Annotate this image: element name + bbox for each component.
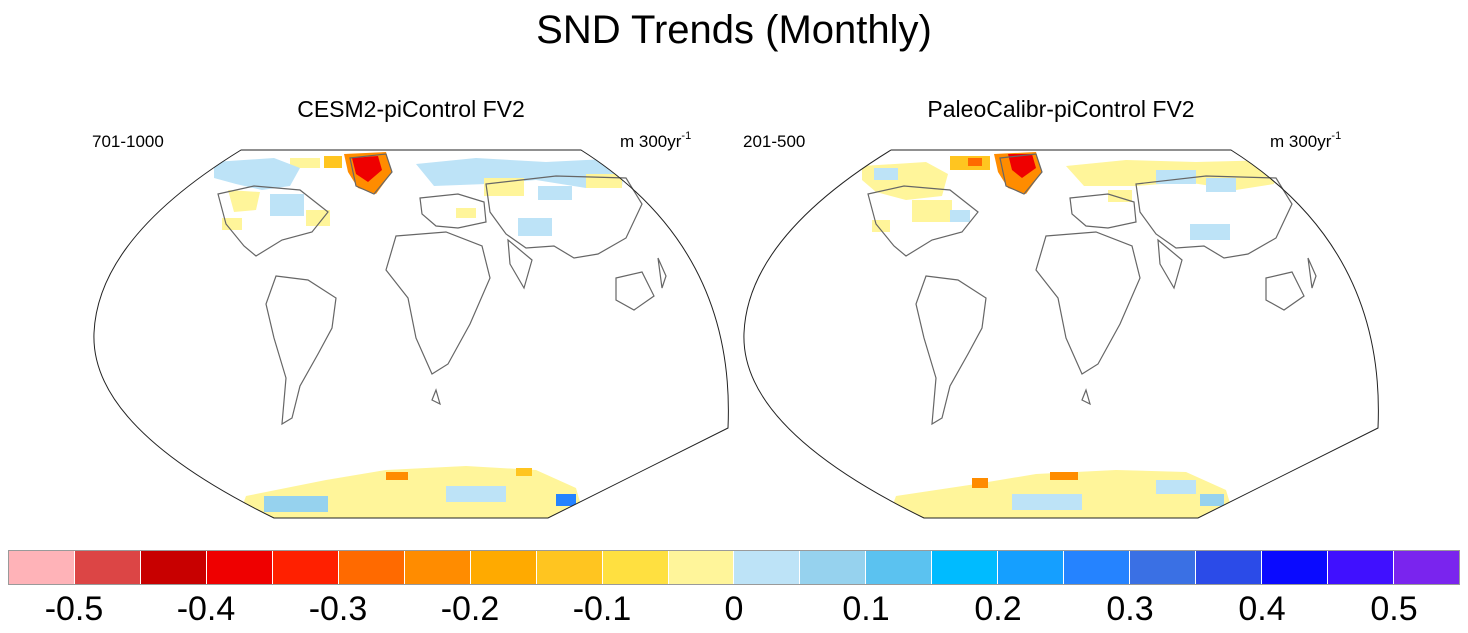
antarctica-blue-trend [264, 496, 328, 512]
colorbar [8, 550, 1460, 585]
map-panel-paleocalibr: PaleoCalibr-piControl FV2 201-500 m 300y… [736, 88, 1386, 528]
units-label: m 300yr-1 [620, 126, 691, 152]
western-canada-trend [228, 190, 260, 212]
panel-title: CESM2-piControl FV2 [297, 96, 525, 122]
alaska-canada-trend [214, 158, 300, 190]
antarctica-coast-trend [1050, 472, 1078, 480]
colorbar-tick-label: 0.2 [974, 590, 1022, 628]
figure-title: SND Trends (Monthly) [536, 8, 932, 52]
colorbar-tick-label: 0.1 [842, 590, 890, 628]
eastern-canada-trend [950, 210, 970, 222]
greenland-core-trend [352, 156, 382, 182]
units-label: m 300yr-1 [1270, 126, 1341, 152]
colorbar-tick-label: 0.5 [1370, 590, 1418, 628]
antarctica-trend [236, 466, 586, 518]
siberia-trend [416, 158, 626, 188]
colorbar-box [74, 551, 141, 584]
colorbar-box [1130, 551, 1197, 584]
colorbar-box [140, 551, 207, 584]
us-north-trend [872, 220, 890, 232]
units-exponent: -1 [1331, 130, 1342, 142]
colorbar-box [9, 551, 75, 584]
west-siberia-trend [1156, 170, 1196, 184]
period-label: 701-1000 [92, 132, 164, 151]
units-base: m 300yr [1270, 132, 1332, 151]
central-asia-trend [538, 186, 572, 200]
colorbar-box [998, 551, 1065, 584]
tibet-trend [518, 218, 552, 236]
colorbar-box [734, 551, 801, 584]
map-border [743, 149, 1379, 519]
colorbar-tick-label: -0.5 [44, 590, 104, 628]
antarctica-east-trend [446, 486, 506, 502]
colorbar-box [272, 551, 339, 584]
colorbar-box [338, 551, 405, 584]
coastlines [217, 153, 667, 426]
units-base: m 300yr [620, 132, 682, 151]
colorbar-box [602, 551, 669, 584]
colorbar-tick-label: 0.3 [1106, 590, 1154, 628]
arctic-islands-trend [968, 158, 982, 166]
central-asia-trend [1206, 178, 1236, 192]
colorbar-box [470, 551, 537, 584]
us-north-trend [222, 218, 242, 230]
colorbar-box [404, 551, 471, 584]
colorbar-tick-label: -0.2 [440, 590, 500, 628]
tibet-trend [1190, 224, 1230, 240]
hudson-region-trend [270, 194, 304, 216]
arctic-islands-trend [290, 158, 320, 168]
colorbar-box [800, 551, 867, 584]
colorbar-box [1328, 551, 1395, 584]
alaska-blue-trend [874, 168, 898, 180]
antarctica-east-trend [1156, 480, 1196, 494]
colorbar-box [1064, 551, 1131, 584]
map-border [93, 149, 729, 519]
map-panel-cesm2: CESM2-piControl FV2 701-1000 m 300yr-1 [86, 88, 736, 528]
antarctica-strong-trend [1200, 494, 1224, 506]
colorbar-box [668, 551, 735, 584]
snow-trend-field [214, 152, 626, 518]
colorbar-box [866, 551, 933, 584]
eastern-canada-trend [306, 210, 330, 226]
alaska-canada-trend [862, 162, 948, 200]
colorbar-box [536, 551, 603, 584]
colorbar-box [1394, 551, 1459, 584]
antarctica-coast-trend [516, 468, 532, 476]
antarctica-peninsula-trend [972, 478, 988, 488]
colorbar-box [1262, 551, 1329, 584]
antarctica-peninsula-trend [386, 472, 408, 480]
panel-title: PaleoCalibr-piControl FV2 [927, 96, 1195, 122]
world-map [743, 149, 1379, 519]
colorbar-tick-label: 0 [724, 590, 744, 628]
world-map [93, 149, 729, 519]
colorbar-tick-label: 0.4 [1238, 590, 1286, 628]
colorbar-box [1196, 551, 1263, 584]
arctic-archipelago-trend [324, 156, 342, 168]
greenland-core-trend [1008, 154, 1036, 178]
antarctica-strong-trend [556, 494, 576, 506]
colorbar-box [932, 551, 999, 584]
hudson-region-trend [912, 200, 952, 222]
coastlines [867, 153, 1317, 426]
colorbar-tick-label: -0.1 [572, 590, 632, 628]
colorbar-labels: -0.5 -0.4 -0.3 -0.2 -0.1 0 0.1 0.2 0.3 0.4 0.5 [8, 588, 1460, 633]
colorbar-tick-label: -0.3 [308, 590, 368, 628]
colorbar-tick-label: -0.4 [176, 590, 236, 628]
europe-trend [456, 208, 476, 218]
east-siberia-trend [586, 174, 622, 188]
colorbar-box [206, 551, 273, 584]
period-label: 201-500 [743, 132, 806, 151]
units-exponent: -1 [681, 130, 692, 142]
antarctica-blue-trend [1012, 494, 1082, 510]
